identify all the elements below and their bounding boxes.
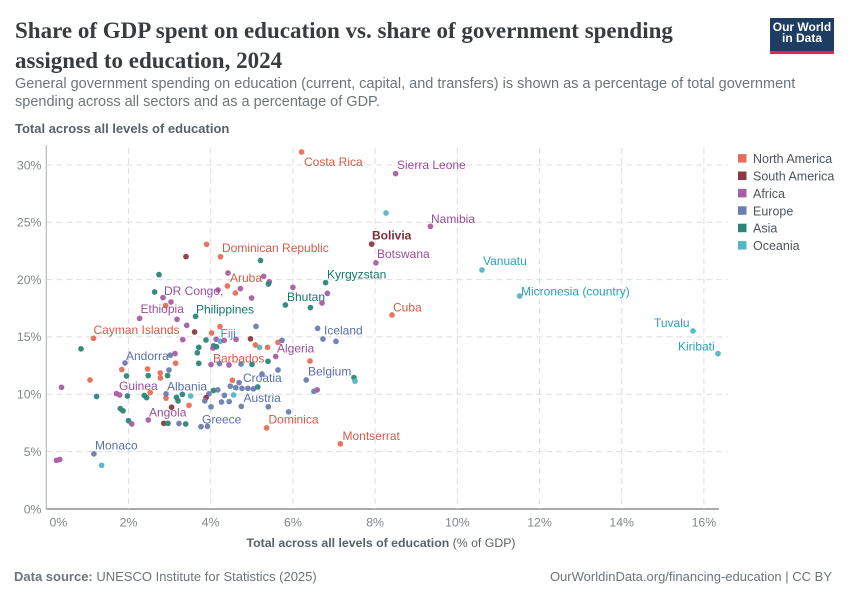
svg-text:5%: 5% [24, 445, 42, 459]
svg-text:20%: 20% [17, 273, 42, 287]
svg-text:Austria: Austria [244, 391, 282, 405]
svg-text:Asia: Asia [753, 222, 777, 236]
svg-text:Bolivia: Bolivia [372, 229, 412, 243]
svg-text:Montserrat: Montserrat [343, 429, 401, 443]
svg-text:12%: 12% [527, 516, 552, 530]
svg-text:Philippines: Philippines [196, 303, 254, 317]
svg-text:4%: 4% [202, 516, 220, 530]
svg-text:Sierra Leone: Sierra Leone [397, 158, 466, 172]
svg-text:10%: 10% [445, 516, 470, 530]
svg-text:Total across all levels of edu: Total across all levels of education (% … [246, 536, 515, 550]
svg-text:Vanuatu: Vanuatu [483, 254, 527, 268]
svg-text:Greece: Greece [202, 413, 242, 427]
svg-text:Namibia: Namibia [431, 212, 475, 226]
svg-text:Oceania: Oceania [753, 239, 800, 253]
svg-text:15%: 15% [17, 330, 42, 344]
svg-text:Tuvalu: Tuvalu [654, 316, 690, 330]
svg-text:Bhutan: Bhutan [287, 290, 325, 304]
svg-text:6%: 6% [284, 516, 302, 530]
svg-text:Barbados: Barbados [213, 352, 264, 366]
svg-text:16%: 16% [692, 516, 717, 530]
svg-text:Croatia: Croatia [243, 371, 282, 385]
svg-text:South America: South America [753, 170, 834, 184]
svg-text:Guinea: Guinea [119, 379, 158, 393]
svg-text:14%: 14% [609, 516, 634, 530]
svg-text:Algeria: Algeria [277, 342, 315, 356]
svg-text:Cayman Islands: Cayman Islands [94, 323, 180, 337]
svg-text:0%: 0% [24, 502, 42, 516]
svg-text:25%: 25% [17, 216, 42, 230]
svg-text:Ethiopia: Ethiopia [141, 302, 185, 316]
svg-text:0%: 0% [50, 516, 68, 530]
svg-text:Africa: Africa [753, 187, 785, 201]
svg-text:Kiribati: Kiribati [678, 340, 715, 354]
svg-text:2%: 2% [120, 516, 138, 530]
svg-text:Angola: Angola [149, 406, 187, 420]
svg-text:Albania: Albania [167, 380, 207, 394]
svg-text:10%: 10% [17, 388, 42, 402]
svg-text:Botswana: Botswana [377, 247, 430, 261]
svg-text:Dominican Republic: Dominican Republic [222, 241, 329, 255]
svg-text:Micronesia (country): Micronesia (country) [521, 285, 630, 299]
svg-text:Europe: Europe [753, 204, 793, 218]
svg-text:Fiji: Fiji [221, 327, 236, 341]
svg-text:Monaco: Monaco [95, 439, 138, 453]
svg-text:North America: North America [753, 152, 832, 166]
svg-text:Dominica: Dominica [269, 413, 319, 427]
svg-text:Kyrgyzstan: Kyrgyzstan [327, 268, 386, 282]
svg-text:Aruba: Aruba [230, 271, 262, 285]
svg-text:30%: 30% [17, 158, 42, 172]
svg-text:Cuba: Cuba [393, 301, 422, 315]
svg-text:Iceland: Iceland [324, 324, 363, 338]
svg-text:Belgium: Belgium [308, 365, 351, 379]
svg-text:DR Congo,: DR Congo, [164, 284, 223, 298]
svg-text:Costa Rica: Costa Rica [304, 155, 363, 169]
svg-text:Andorra: Andorra [126, 349, 169, 363]
svg-text:8%: 8% [366, 516, 384, 530]
